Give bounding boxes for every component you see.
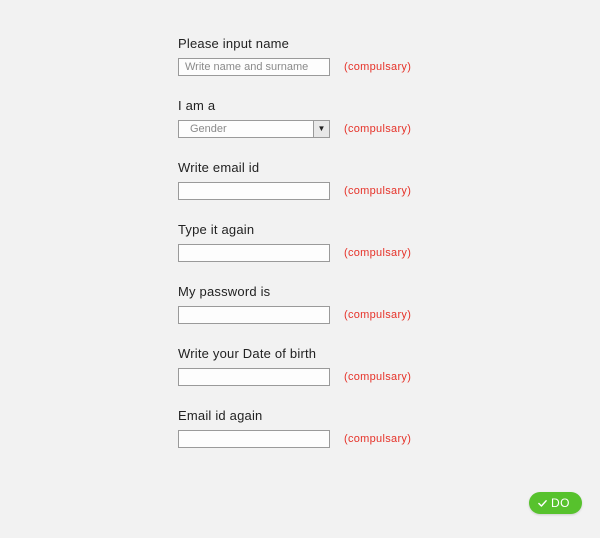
form-field: I am a Gender ▼ (compulsary) xyxy=(178,98,558,138)
name-input[interactable] xyxy=(178,58,330,76)
field-label-gender: I am a xyxy=(178,98,558,113)
field-label-name: Please input name xyxy=(178,36,558,51)
field-row: Gender ▼ (compulsary) xyxy=(178,120,558,138)
field-label-email-again: Email id again xyxy=(178,408,558,423)
field-row: (compulsary) xyxy=(178,58,558,76)
check-icon xyxy=(538,499,547,508)
form-field: Please input name (compulsary) xyxy=(178,36,558,76)
field-label-password: My password is xyxy=(178,284,558,299)
required-badge: (compulsary) xyxy=(344,371,411,383)
email-input[interactable] xyxy=(178,182,330,200)
form-field: Email id again (compulsary) xyxy=(178,408,558,448)
form-field: My password is (compulsary) xyxy=(178,284,558,324)
chevron-down-icon: ▼ xyxy=(313,121,329,137)
required-badge: (compulsary) xyxy=(344,309,411,321)
required-badge: (compulsary) xyxy=(344,123,411,135)
required-badge: (compulsary) xyxy=(344,433,411,445)
field-label-dob: Write your Date of birth xyxy=(178,346,558,361)
gender-select[interactable]: Gender ▼ xyxy=(178,120,330,138)
registration-form: Please input name (compulsary) I am a Ge… xyxy=(178,36,558,470)
email-confirm-input[interactable] xyxy=(178,244,330,262)
password-input[interactable] xyxy=(178,306,330,324)
required-badge: (compulsary) xyxy=(344,247,411,259)
required-badge: (compulsary) xyxy=(344,185,411,197)
field-row: (compulsary) xyxy=(178,430,558,448)
email-again-input[interactable] xyxy=(178,430,330,448)
required-badge: (compulsary) xyxy=(344,61,411,73)
field-row: (compulsary) xyxy=(178,368,558,386)
field-label-email-confirm: Type it again xyxy=(178,222,558,237)
do-button-label: DO xyxy=(551,496,570,510)
dob-input[interactable] xyxy=(178,368,330,386)
field-label-email: Write email id xyxy=(178,160,558,175)
do-button[interactable]: DO xyxy=(529,492,582,514)
field-row: (compulsary) xyxy=(178,182,558,200)
field-row: (compulsary) xyxy=(178,306,558,324)
form-field: Write your Date of birth (compulsary) xyxy=(178,346,558,386)
select-placeholder: Gender xyxy=(190,123,227,135)
form-field: Type it again (compulsary) xyxy=(178,222,558,262)
field-row: (compulsary) xyxy=(178,244,558,262)
form-field: Write email id (compulsary) xyxy=(178,160,558,200)
